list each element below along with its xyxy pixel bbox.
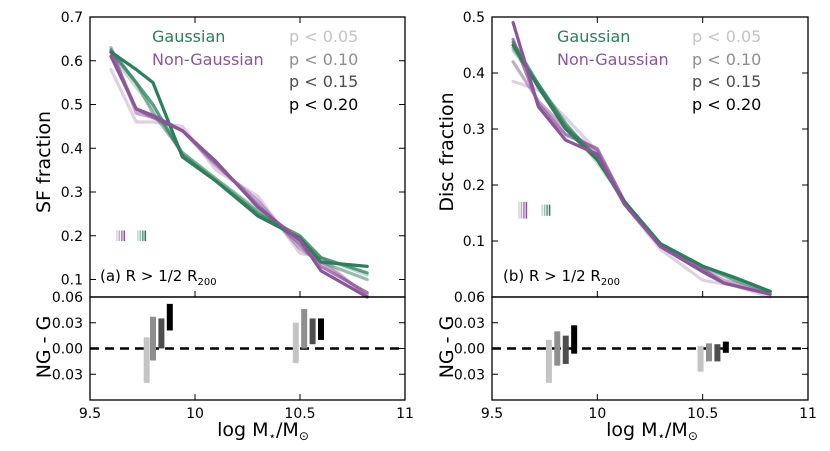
- panel-a-error-bar-non-gaussian: [121, 230, 123, 241]
- panel-b-ytick-label: 0.1: [463, 234, 485, 250]
- x-label-subscript: ⋆: [269, 429, 277, 443]
- panel-a-residual-bar-p020: [166, 303, 173, 331]
- legend-b-p010: p < 0.10: [692, 50, 761, 69]
- panel-b-xtick-label: 10: [588, 406, 606, 422]
- panel-a-annotation: (a) R > 1/2 R200: [100, 267, 217, 288]
- panel-b-error-bar-non-gaussian: [525, 201, 528, 219]
- panel-a-ytick-label: 0.1: [61, 273, 83, 289]
- panel-b-ytick-label: 0.4: [463, 66, 485, 82]
- panel-a-residual-bar-p010: [301, 309, 308, 349]
- panel-a-x-label: log M⋆/M⊙: [217, 419, 309, 443]
- panel-a-residual-bar-p005: [292, 322, 299, 364]
- panel-a-error-bar-gaussian: [144, 230, 147, 241]
- panel-b-residual-bar-p010: [554, 331, 561, 366]
- panel-b-line-non-gaussian-p020: [511, 21, 772, 296]
- legend-b-gaussian: Gaussian: [557, 27, 630, 46]
- panel-a-xtick-label: 10.5: [284, 406, 315, 422]
- x-label-text: log M: [217, 419, 268, 441]
- legend-a-p010: p < 0.10: [289, 50, 358, 69]
- panel-b-error-bar-gaussian: [548, 204, 551, 216]
- panel-b-xtick-label: 10.5: [687, 406, 718, 422]
- panel-b-error-bar-non-gaussian: [523, 201, 525, 219]
- panel-b-annotation: (b) R > 1/2 R200: [503, 267, 620, 288]
- panel-a-residual-bar-p020: [318, 318, 324, 340]
- panel-a-y-label: SF fraction: [33, 111, 55, 213]
- panel-b-residual-bar-p010: [705, 343, 712, 362]
- legend-b-p020: p < 0.20: [692, 95, 761, 114]
- panel-a-residual-ytick-label: 0.03: [52, 316, 83, 332]
- panel-a-error-bar-gaussian: [139, 230, 142, 241]
- panel-a-annotation-main: (a) R > 1/2 R: [100, 267, 198, 285]
- panel-a-ytick-label: 0.2: [61, 229, 83, 245]
- panel-a-ytick-label: 0.4: [61, 141, 83, 157]
- panel-a-error-bar-non-gaussian: [118, 230, 121, 241]
- panel-b-error-bar-gaussian: [546, 204, 548, 216]
- panel-b-ytick-label: 0.5: [463, 10, 485, 26]
- panel-a-ytick-label: 0.3: [61, 185, 83, 201]
- panel-a-xtick-label: 10: [186, 406, 204, 422]
- panel-a-error-bar-non-gaussian: [116, 230, 118, 241]
- panel-a-ytick-label: 0.5: [61, 98, 83, 114]
- panel-b-residual-bar-p020: [571, 325, 578, 354]
- panel-a-residual-bar-p015: [309, 318, 316, 345]
- panel-a-residual-bar-p005: [143, 337, 150, 383]
- panel-b-residual-bar-p015: [562, 335, 569, 364]
- panel-b: 0.5 0.4 0.3 0.2 0.1 0.06 0.03 0.00 -0.03 9.5 10 10.…: [436, 10, 817, 443]
- panel-b-annotation-main: (b) R > 1/2 R: [503, 267, 601, 285]
- legend-a-p015: p < 0.15: [289, 72, 358, 91]
- panel-a-line-non-gaussian-p020: [109, 54, 369, 299]
- legend-b-p015: p < 0.15: [692, 72, 761, 91]
- panel-b-ytick-label: 0.2: [463, 178, 485, 194]
- panel-a: 0.7 0.6 0.5 0.4 0.3 0.2 0.10.06 0.03 0.00 -0.03 9.…: [33, 10, 414, 443]
- panel-a-residual-y-label: NG - G: [33, 316, 55, 379]
- panel-b-annotation-sub: 200: [601, 277, 620, 288]
- x-label-subscript: ⊙: [299, 429, 309, 443]
- x-label-text: log M: [606, 419, 657, 441]
- panel-b-ytick-label: 0.3: [463, 122, 485, 138]
- panel-b-residual-ytick-label: -0.03: [449, 367, 485, 383]
- legend-b-non-gaussian: Non-Gaussian: [557, 50, 669, 69]
- panel-b-ytick-label: 0.06: [454, 290, 485, 306]
- x-label-subscript: ⋆: [658, 429, 666, 443]
- x-label-subscript: ⊙: [688, 429, 698, 443]
- panel-b-residual-ytick-label: 0.00: [454, 342, 485, 358]
- panel-b-residual-bar-p020: [722, 341, 729, 353]
- panel-b-error-bar-gaussian: [543, 204, 546, 216]
- panel-a-residual-bar-p015: [158, 318, 165, 349]
- panel-b-error-bar-non-gaussian: [518, 201, 520, 219]
- legend-a-non-gaussian: Non-Gaussian: [152, 50, 264, 69]
- panel-b-residual-y-label: NG - G: [436, 316, 458, 379]
- legend-a-gaussian: Gaussian: [152, 27, 225, 46]
- panel-a-ytick-label: 0.06: [52, 290, 83, 306]
- panel-a-ytick-label: 0.7: [61, 10, 83, 26]
- panel-a-residual-bar-p010: [150, 316, 156, 361]
- panel-b-x-label: log M⋆/M⊙: [606, 419, 698, 443]
- panel-a-residual-ytick-label: -0.03: [47, 367, 83, 383]
- panel-a-error-bar-gaussian: [142, 230, 144, 241]
- legend-a-p020: p < 0.20: [289, 95, 358, 114]
- panel-b-residual-bar-p005: [545, 339, 552, 383]
- legend-a-p005: p < 0.05: [289, 27, 358, 46]
- panel-b-residual-bar-p005: [697, 345, 704, 372]
- panel-b-xtick-label: 9.5: [481, 406, 503, 422]
- panel-a-xtick-label: 11: [396, 406, 414, 422]
- panel-b-residual-bar-p015: [714, 344, 721, 362]
- panel-a-xtick-label: 9.5: [79, 406, 101, 422]
- panel-a-ytick-label: 0.6: [61, 54, 83, 70]
- panel-a-error-bar-non-gaussian: [123, 230, 126, 241]
- x-label-text: /M: [665, 419, 688, 441]
- panel-a-residual-ytick-label: 0.00: [52, 342, 83, 358]
- panel-b-error-bar-non-gaussian: [520, 201, 523, 219]
- panel-b-xtick-label: 11: [799, 406, 817, 422]
- panel-b-residual-ytick-label: 0.03: [454, 316, 485, 332]
- panel-a-line-gaussian-p020: [109, 50, 369, 268]
- x-label-text: /M: [276, 419, 299, 441]
- panel-a-error-bar-gaussian: [137, 230, 139, 241]
- panel-b-y-label: Disc fraction: [436, 92, 458, 211]
- panel-a-annotation-sub: 200: [198, 277, 217, 288]
- legend-b-p005: p < 0.05: [692, 27, 761, 46]
- panel-b-error-bar-gaussian: [541, 204, 543, 216]
